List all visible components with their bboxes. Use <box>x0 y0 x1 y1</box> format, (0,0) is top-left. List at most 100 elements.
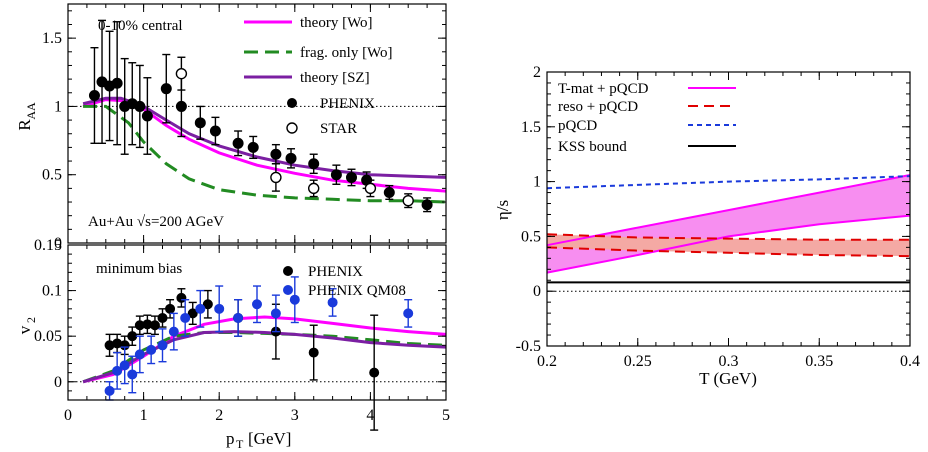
data-point <box>187 308 198 319</box>
legend: PHENIX PHENIX QM08 <box>283 264 406 299</box>
y-axis-label-sub: AA <box>24 102 38 120</box>
data-point <box>421 199 433 211</box>
band-fill-1 <box>547 234 910 257</box>
y-axis-label: η/s <box>493 200 512 220</box>
data-point <box>194 117 206 129</box>
y-tick-label: 1 <box>533 174 541 191</box>
y-tick-label: 1.5 <box>521 119 541 136</box>
x-tick-label: 0.3 <box>719 353 739 370</box>
y-tick-label: 0 <box>54 374 62 391</box>
x-tick-label: 0.2 <box>537 353 557 370</box>
annotation-centrality: 0-10% central <box>98 18 183 34</box>
legend-label: PHENIX <box>320 96 375 112</box>
legend-swatch <box>283 285 293 295</box>
data-point <box>165 303 176 314</box>
x-tick-label: 3 <box>291 407 299 424</box>
y-tick-label: 0.1 <box>42 283 62 300</box>
data-point <box>308 182 320 195</box>
data-point <box>111 77 123 89</box>
x-tick-label: 0 <box>64 407 72 424</box>
y-axis-label: RAA <box>15 102 38 131</box>
data-point <box>112 365 123 376</box>
legend: theory [Wo] frag. only [Wo] theory [SZ] PHE… <box>244 15 393 137</box>
y-axis-label-sub: 2 <box>24 317 38 323</box>
data-point <box>232 137 244 149</box>
legend-swatch <box>283 266 293 276</box>
x-axis-label-main: p <box>226 429 235 448</box>
data-point <box>119 360 130 371</box>
x-axis-label-unit: [GeV] <box>248 429 291 448</box>
y-axis-label-main: v <box>15 325 34 334</box>
panel-raa: 0 0.5 1 1.5 RAA 0-10% central Au+Au √s=200 AGe… <box>15 3 447 252</box>
x-axis-label: T (GeV) <box>699 369 757 388</box>
data-point <box>195 303 206 314</box>
annotation-system: Au+Au √s=200 AGeV <box>88 214 224 230</box>
data-point <box>252 299 262 310</box>
series-line-2 <box>546 175 911 190</box>
data-point <box>149 320 160 331</box>
x-tick-label: 2 <box>215 407 223 424</box>
legend-label: STAR <box>320 121 357 137</box>
data-point <box>364 182 377 195</box>
legend-swatch <box>286 122 298 134</box>
x-tick-label: 5 <box>442 407 450 424</box>
x-tick-label: 0.4 <box>900 353 920 370</box>
data-point <box>209 125 221 137</box>
data-point <box>233 312 244 323</box>
data-point <box>127 331 138 342</box>
legend-label: PHENIX <box>308 264 363 280</box>
y-axis-label-main: η/s <box>493 200 512 220</box>
data-point <box>330 169 342 181</box>
series-line-1 <box>83 104 447 204</box>
legend-label: theory [Wo] <box>300 15 373 31</box>
data-point <box>270 148 282 160</box>
legend-label: theory [SZ] <box>300 70 370 86</box>
data-point <box>88 90 100 102</box>
legend: T-mat + pQCD reso + pQCD pQCD KSS bound <box>558 81 736 155</box>
data-point <box>175 67 188 80</box>
y-tick-label: 1.5 <box>42 30 62 47</box>
data-point <box>202 299 213 310</box>
data-point <box>160 83 172 95</box>
data-point <box>289 294 300 305</box>
data-point <box>403 308 414 319</box>
data-point <box>270 308 281 319</box>
y-tick-label: 0.05 <box>34 328 62 345</box>
y-tick-label: 0.5 <box>42 167 62 184</box>
x-tick-label: 0.35 <box>805 353 833 370</box>
data-point <box>157 312 168 323</box>
y-tick-label: -0.5 <box>516 338 541 355</box>
data-point <box>134 349 145 360</box>
legend-label: KSS bound <box>558 139 627 155</box>
band-fill-0 <box>547 175 910 273</box>
x-tick-label: 1 <box>140 407 148 424</box>
data-point <box>214 303 225 314</box>
x-axis-label: p T [GeV] <box>226 429 291 451</box>
legend-label: T-mat + pQCD <box>558 81 649 97</box>
data-point <box>104 385 115 396</box>
legend-swatch <box>287 98 297 108</box>
y-tick-label: 0.5 <box>521 228 541 245</box>
data-point <box>134 100 146 112</box>
data-point <box>308 347 319 358</box>
data-point <box>141 110 153 122</box>
legend-label: reso + pQCD <box>558 99 638 115</box>
data-point <box>327 297 338 308</box>
data-point <box>383 186 395 198</box>
x-tick-label: 4 <box>366 407 374 424</box>
band-upper-0 <box>546 174 911 247</box>
data-point <box>270 171 282 184</box>
y-tick-label: 0 <box>533 283 541 300</box>
y-axis-label-main: R <box>15 119 34 131</box>
series-line-0 <box>82 98 447 193</box>
x-axis-label-sub: T <box>236 437 244 451</box>
y-tick-label: 0 <box>54 235 62 252</box>
band-upper-1 <box>546 233 910 241</box>
data-point <box>369 367 380 378</box>
legend-label: pQCD <box>558 118 597 134</box>
data-point <box>157 340 168 351</box>
data-point <box>175 100 187 112</box>
x-tick-label: 0.25 <box>624 353 652 370</box>
